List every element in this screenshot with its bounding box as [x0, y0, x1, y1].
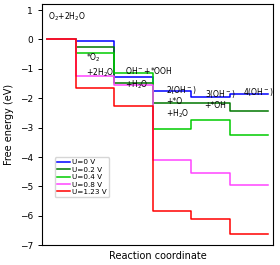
- U=0.8 V: [113, 75, 116, 78]
- U=0.2 V: [190, 101, 193, 104]
- U=0.8 V: [151, 158, 155, 162]
- U=0 V: [238, 92, 241, 95]
- U=0.2 V: [74, 38, 77, 41]
- U=0 V: [190, 95, 193, 98]
- U=0.2 V: [238, 110, 241, 113]
- Text: OH$^-$+*OOH
+H$_2$O: OH$^-$+*OOH +H$_2$O: [125, 65, 173, 91]
- U=1.23 V: [74, 38, 77, 41]
- U=0.8 V: [190, 158, 193, 162]
- U=0.4 V: [113, 72, 116, 75]
- U=0.2 V: [122, 81, 126, 85]
- U=0.2 V: [228, 101, 232, 104]
- U=0 V: [267, 92, 270, 95]
- U=0.8 V: [84, 75, 87, 78]
- U=0.8 V: [228, 172, 232, 175]
- U=0.2 V: [151, 81, 155, 85]
- U=0 V: [228, 92, 232, 95]
- U=0.4 V: [161, 127, 164, 131]
- U=0 V: [113, 39, 116, 42]
- U=0.2 V: [161, 101, 164, 104]
- U=0.4 V: [228, 119, 232, 122]
- U=0.4 V: [190, 119, 193, 122]
- U=0.8 V: [74, 38, 77, 41]
- U=0.2 V: [267, 110, 270, 113]
- U=0 V: [45, 38, 48, 41]
- U=0.8 V: [151, 83, 155, 87]
- U=0 V: [151, 76, 155, 79]
- U=0.8 V: [267, 183, 270, 187]
- Line: U=0 V: U=0 V: [47, 39, 269, 97]
- U=0.4 V: [84, 51, 87, 54]
- U=0.8 V: [228, 183, 232, 187]
- Line: U=0.8 V: U=0.8 V: [47, 39, 269, 185]
- U=0.2 V: [113, 45, 116, 48]
- U=1.23 V: [84, 86, 87, 90]
- U=1.23 V: [151, 104, 155, 107]
- U=0.4 V: [190, 127, 193, 131]
- U=0 V: [190, 89, 193, 92]
- U=0 V: [228, 95, 232, 98]
- Line: U=0.4 V: U=0.4 V: [47, 39, 269, 135]
- U=1.23 V: [267, 232, 270, 235]
- U=0 V: [74, 38, 77, 41]
- Text: *O$_2$
+2H$_2$O: *O$_2$ +2H$_2$O: [86, 52, 115, 79]
- U=1.23 V: [190, 217, 193, 220]
- U=0.8 V: [45, 38, 48, 41]
- U=0 V: [113, 76, 116, 79]
- U=0.2 V: [45, 38, 48, 41]
- U=1.23 V: [122, 104, 126, 107]
- U=0.8 V: [190, 172, 193, 175]
- Text: 4(OH$^-$): 4(OH$^-$): [243, 86, 274, 98]
- U=1.23 V: [45, 38, 48, 41]
- U=0.8 V: [113, 83, 116, 87]
- U=0.4 V: [122, 72, 126, 75]
- U=0.2 V: [151, 101, 155, 104]
- Legend: U=0 V, U=0.2 V, U=0.4 V, U=0.8 V, U=1.23 V: U=0 V, U=0.2 V, U=0.4 V, U=0.8 V, U=1.23…: [55, 157, 109, 197]
- U=1.23 V: [113, 86, 116, 90]
- U=0.8 V: [238, 183, 241, 187]
- U=1.23 V: [238, 232, 241, 235]
- U=1.23 V: [161, 210, 164, 213]
- Line: U=0.2 V: U=0.2 V: [47, 39, 269, 112]
- U=0 V: [74, 39, 77, 42]
- U=0 V: [151, 89, 155, 92]
- U=1.23 V: [199, 217, 203, 220]
- U=0.4 V: [151, 127, 155, 131]
- Text: O$_2$+2H$_2$O: O$_2$+2H$_2$O: [48, 11, 86, 23]
- U=0.2 V: [190, 101, 193, 104]
- U=1.23 V: [228, 217, 232, 220]
- U=0.4 V: [151, 72, 155, 75]
- U=0.4 V: [199, 119, 203, 122]
- Y-axis label: Free energy (eV): Free energy (eV): [4, 84, 14, 165]
- U=1.23 V: [228, 232, 232, 235]
- U=0.2 V: [84, 45, 87, 48]
- U=0.8 V: [161, 158, 164, 162]
- U=1.23 V: [151, 210, 155, 213]
- U=0.2 V: [113, 81, 116, 85]
- U=0.4 V: [267, 133, 270, 136]
- U=1.23 V: [74, 86, 77, 90]
- U=1.23 V: [113, 104, 116, 107]
- U=0.2 V: [199, 101, 203, 104]
- U=0.8 V: [74, 75, 77, 78]
- U=0.2 V: [74, 45, 77, 48]
- U=0.2 V: [228, 110, 232, 113]
- U=0.8 V: [199, 172, 203, 175]
- U=0.4 V: [74, 51, 77, 54]
- U=0.4 V: [45, 38, 48, 41]
- U=0 V: [122, 76, 126, 79]
- U=0 V: [161, 89, 164, 92]
- U=0 V: [199, 95, 203, 98]
- U=0.4 V: [74, 38, 77, 41]
- U=0.4 V: [228, 133, 232, 136]
- U=1.23 V: [190, 210, 193, 213]
- Line: U=1.23 V: U=1.23 V: [47, 39, 269, 233]
- U=0.4 V: [113, 51, 116, 54]
- Text: 2(OH$^-$)
+*O
+H$_2$O: 2(OH$^-$) +*O +H$_2$O: [166, 83, 197, 120]
- U=0 V: [84, 39, 87, 42]
- X-axis label: Reaction coordinate: Reaction coordinate: [109, 251, 206, 261]
- U=0.4 V: [238, 133, 241, 136]
- Text: 3(OH$^-$)
+*OH: 3(OH$^-$) +*OH: [205, 88, 235, 110]
- U=0.8 V: [122, 83, 126, 87]
